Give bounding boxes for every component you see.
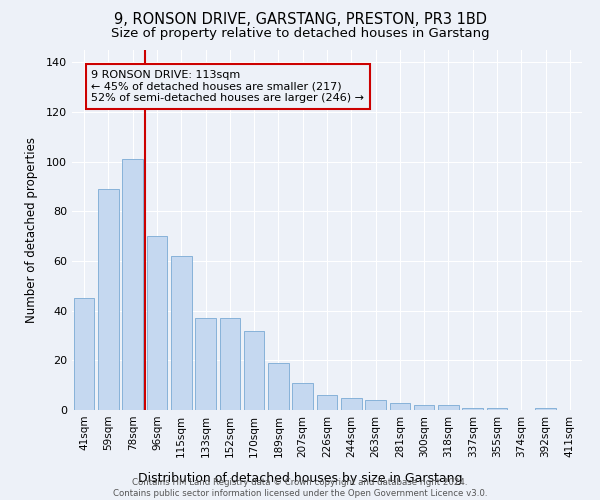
Text: Contains HM Land Registry data © Crown copyright and database right 2024.
Contai: Contains HM Land Registry data © Crown c… (113, 478, 487, 498)
Bar (389, 402, 410, 410)
Bar (365, 400, 386, 410)
Text: 9, RONSON DRIVE, GARSTANG, PRESTON, PR3 1BD: 9, RONSON DRIVE, GARSTANG, PRESTON, PR3 … (113, 12, 487, 28)
Bar (74, 298, 94, 410)
Bar (220, 318, 240, 410)
Text: 9 RONSON DRIVE: 113sqm
← 45% of detached houses are smaller (217)
52% of semi-de: 9 RONSON DRIVE: 113sqm ← 45% of detached… (91, 70, 364, 103)
Bar (414, 405, 434, 410)
Bar (195, 318, 216, 410)
Bar (317, 395, 337, 410)
Bar (146, 236, 167, 410)
Text: Size of property relative to detached houses in Garstang: Size of property relative to detached ho… (110, 28, 490, 40)
Bar (244, 330, 265, 410)
Bar (122, 159, 143, 410)
Bar (438, 405, 459, 410)
Bar (98, 189, 119, 410)
Y-axis label: Number of detached properties: Number of detached properties (25, 137, 38, 323)
Bar (463, 408, 483, 410)
Text: Distribution of detached houses by size in Garstang: Distribution of detached houses by size … (138, 472, 462, 485)
Bar (341, 398, 362, 410)
Bar (268, 363, 289, 410)
Bar (487, 408, 508, 410)
Bar (171, 256, 191, 410)
Bar (535, 408, 556, 410)
Bar (292, 382, 313, 410)
